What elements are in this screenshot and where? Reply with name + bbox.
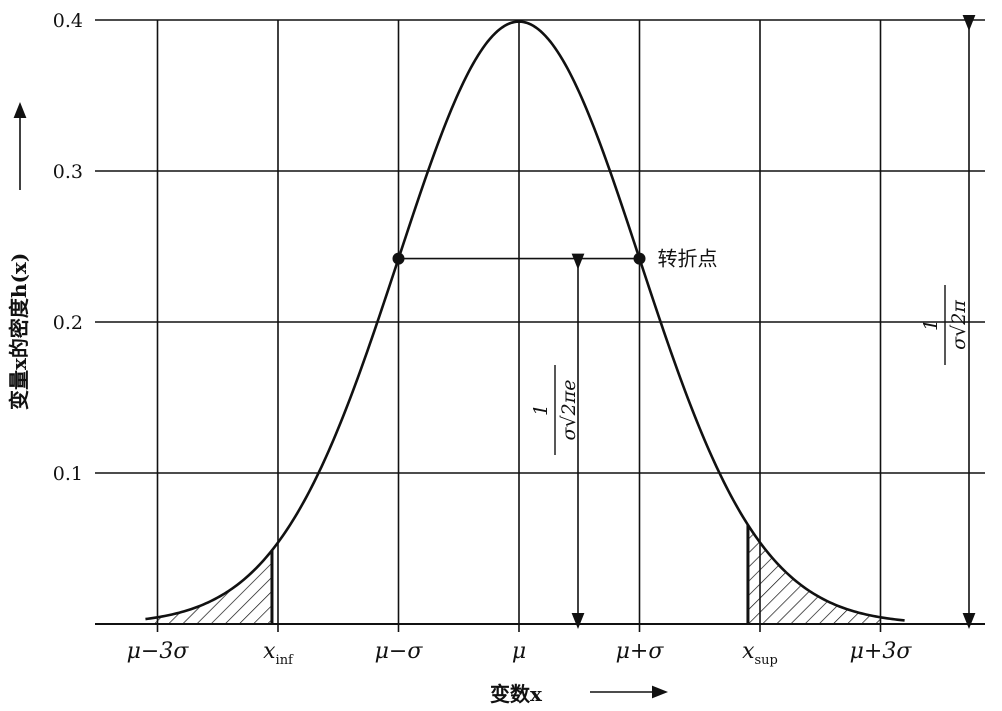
y-tick-label: 0.4 [53,10,83,32]
x-tick-label: μ−σ [375,639,424,664]
y-tick-label: 0.2 [53,312,83,334]
fraction-denominator: σ√2π [948,300,970,350]
curve-layer [145,20,905,622]
inflection-height-fraction: 1 σ√2πe [530,365,580,455]
shaded-tail [145,550,272,624]
inflection-point [633,252,646,265]
x-tick-label: xsup [742,639,778,668]
inflection-point [392,252,405,265]
fraction-numerator: 1 [530,404,552,416]
shaded-regions [145,524,881,624]
y-axis-label: 变量x的密度h(x) [7,253,31,410]
x-axis-label: 变数x [490,682,543,706]
x-tick-label: μ [512,639,526,664]
x-tick-label: μ+3σ [850,639,913,664]
x-tick-label: μ−3σ [127,639,190,664]
peak-height-fraction: 1 σ√2π [920,285,970,365]
inflection-label: 转折点 [658,247,718,271]
fraction-denominator: σ√2πe [558,380,580,441]
y-tick-labels: 0.1 0.2 0.3 0.4 [53,10,83,485]
x-tick-label: μ+σ [616,639,665,664]
grid [95,19,985,632]
shaded-tail [747,524,881,624]
normal-curve [145,20,905,622]
fraction-numerator: 1 [920,319,942,331]
y-tick-label: 0.3 [53,161,83,183]
x-tick-labels: μ−3σ xinf μ−σ μ μ+σ xsup μ+3σ [127,639,913,668]
x-tick-label: xinf [263,639,294,668]
annotations: 转折点 1 σ√2πe 1 σ√2π [13,15,976,699]
y-tick-label: 0.1 [53,463,83,485]
